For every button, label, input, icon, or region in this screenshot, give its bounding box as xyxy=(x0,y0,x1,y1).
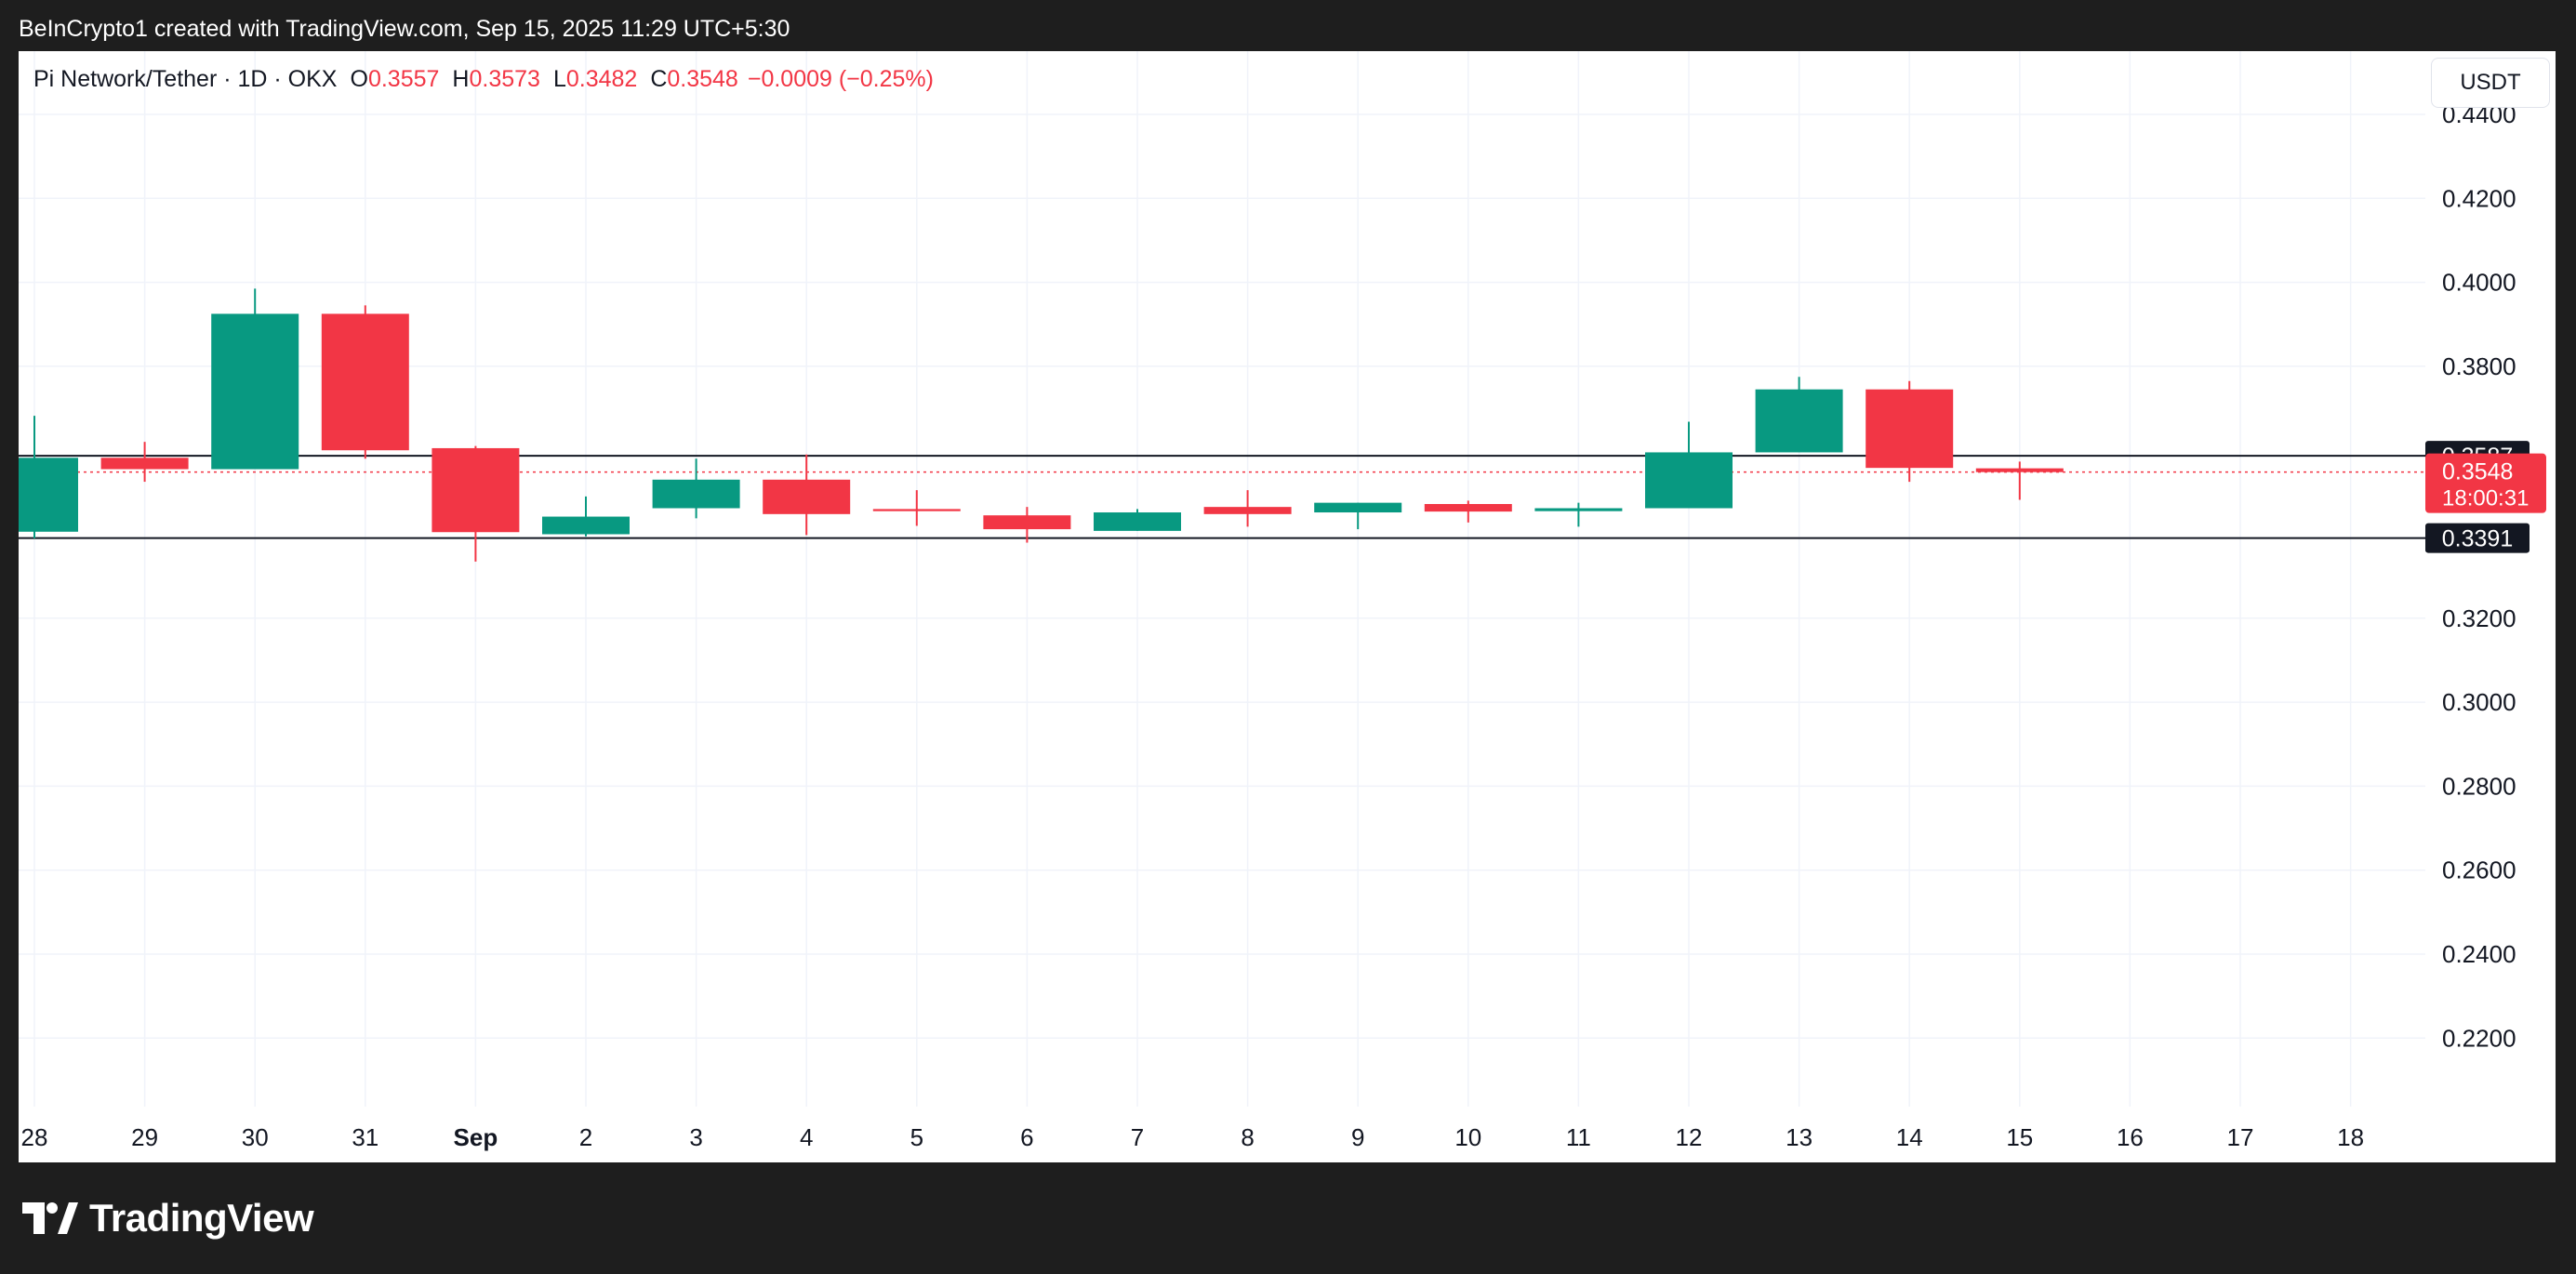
close-value: 0.3548 xyxy=(667,66,738,92)
x-tick-label: 29 xyxy=(131,1123,158,1151)
candle-body xyxy=(542,516,630,535)
candle[interactable] xyxy=(211,288,299,470)
candle-body xyxy=(1424,503,1512,512)
high-label: H xyxy=(452,66,470,92)
low-value: 0.3482 xyxy=(565,66,638,92)
x-tick-label: 16 xyxy=(2117,1123,2144,1151)
x-tick-label: 28 xyxy=(21,1123,48,1151)
candle[interactable] xyxy=(763,454,851,536)
candle[interactable] xyxy=(1866,380,1954,483)
change-value: −0.0009 (−0.25%) xyxy=(747,66,934,92)
y-tick-label: 0.2600 xyxy=(2442,856,2516,884)
y-tick-label: 0.2200 xyxy=(2442,1024,2516,1052)
candle[interactable] xyxy=(432,445,520,562)
level-price-label: 0.3391 xyxy=(2442,526,2513,552)
y-tick-label: 0.2400 xyxy=(2442,940,2516,968)
candle[interactable] xyxy=(100,442,189,483)
candle[interactable] xyxy=(1645,421,1733,509)
tradingview-logo-text: TradingView xyxy=(89,1196,314,1240)
tradingview-logo-icon xyxy=(22,1202,78,1234)
x-tick-label: 8 xyxy=(1241,1123,1254,1151)
candle[interactable] xyxy=(652,458,740,519)
currency-selector[interactable]: USDT xyxy=(2431,58,2550,108)
open-label: O xyxy=(350,66,368,92)
x-tick-label: 14 xyxy=(1896,1123,1923,1151)
candle-body xyxy=(1645,452,1733,509)
candle[interactable] xyxy=(1094,509,1181,531)
x-tick-label: 7 xyxy=(1131,1123,1144,1151)
candle[interactable] xyxy=(1314,502,1402,530)
high-value: 0.3573 xyxy=(469,66,540,92)
candle-body xyxy=(1314,502,1402,513)
candle[interactable] xyxy=(321,305,409,459)
candle-body xyxy=(763,479,851,514)
chart-caption: BeInCrypto1 created with TradingView.com… xyxy=(19,16,790,42)
x-tick-label: 11 xyxy=(1566,1123,1591,1151)
candle-body xyxy=(321,313,409,451)
x-tick-label: 13 xyxy=(1786,1123,1812,1151)
axes: 0.44000.42000.40000.38000.32000.30000.28… xyxy=(21,100,2546,1151)
candle-body xyxy=(1094,512,1181,531)
candle[interactable] xyxy=(983,507,1071,543)
y-tick-label: 0.3000 xyxy=(2442,688,2516,716)
candle-countdown-label: 18:00:31 xyxy=(2442,486,2529,511)
candle-body xyxy=(1866,389,1954,469)
candle-body xyxy=(1755,389,1843,453)
open-value: 0.3557 xyxy=(367,66,440,92)
x-tick-label: 17 xyxy=(2227,1123,2254,1151)
last-price-badge xyxy=(2425,453,2546,513)
x-tick-label: 3 xyxy=(689,1123,702,1151)
candle-body xyxy=(1975,468,2064,472)
candle-body xyxy=(1534,508,1623,511)
x-tick-label: 15 xyxy=(2006,1123,2033,1151)
x-tick-label: 30 xyxy=(242,1123,269,1151)
grid-layer xyxy=(19,51,2425,1107)
candle[interactable] xyxy=(1975,461,2064,500)
horizontal-levels xyxy=(19,455,2425,539)
x-tick-label: 10 xyxy=(1454,1123,1481,1151)
candle-body xyxy=(19,458,78,532)
level-price-badge xyxy=(2425,523,2530,553)
x-tick-label: 9 xyxy=(1351,1123,1364,1151)
x-tick-label: 18 xyxy=(2337,1123,2364,1151)
x-tick-label: 12 xyxy=(1676,1123,1703,1151)
x-tick-label: 5 xyxy=(910,1123,923,1151)
symbol-legend: Pi Network/Tether · 1D · OKX O0.3557 H0.35… xyxy=(33,64,934,94)
y-tick-label: 0.2800 xyxy=(2442,772,2516,800)
candle[interactable] xyxy=(1203,490,1292,527)
tradingview-logo[interactable]: TradingView xyxy=(22,1196,314,1240)
y-tick-label: 0.4200 xyxy=(2442,184,2516,212)
chart-panel[interactable]: 0.4400 0.4200 0.4000 0.3800 0.3200 0.3000 0.28… xyxy=(19,51,2556,1162)
candle-body xyxy=(1203,507,1292,514)
close-label: C xyxy=(650,66,668,92)
low-label: L xyxy=(552,66,566,92)
candle[interactable] xyxy=(19,416,78,539)
last-price-label: 0.3548 xyxy=(2442,459,2513,485)
candle-body xyxy=(211,313,299,470)
candle[interactable] xyxy=(1534,502,1623,527)
x-tick-label: 2 xyxy=(579,1123,592,1151)
candle-body xyxy=(432,447,520,533)
symbol-name[interactable]: Pi Network/Tether · 1D · OKX xyxy=(33,66,338,92)
candle[interactable] xyxy=(1755,377,1843,453)
candle[interactable] xyxy=(542,496,630,537)
y-tick-label: 0.3200 xyxy=(2442,604,2516,632)
x-tick-label: 6 xyxy=(1020,1123,1033,1151)
candle[interactable] xyxy=(872,490,961,526)
x-tick-label: 31 xyxy=(352,1123,378,1151)
candle-body xyxy=(100,458,189,470)
candle-body xyxy=(983,515,1071,530)
candle-body xyxy=(872,509,961,511)
candles xyxy=(19,288,2064,562)
price-chart[interactable]: 0.44000.42000.40000.38000.32000.30000.28… xyxy=(19,51,2556,1162)
x-tick-label: Sep xyxy=(454,1123,498,1151)
candle[interactable] xyxy=(1424,500,1512,523)
x-tick-label: 4 xyxy=(800,1123,813,1151)
candle-body xyxy=(652,479,740,509)
y-tick-label: 0.4000 xyxy=(2442,269,2516,297)
y-tick-label: 0.3800 xyxy=(2442,352,2516,380)
